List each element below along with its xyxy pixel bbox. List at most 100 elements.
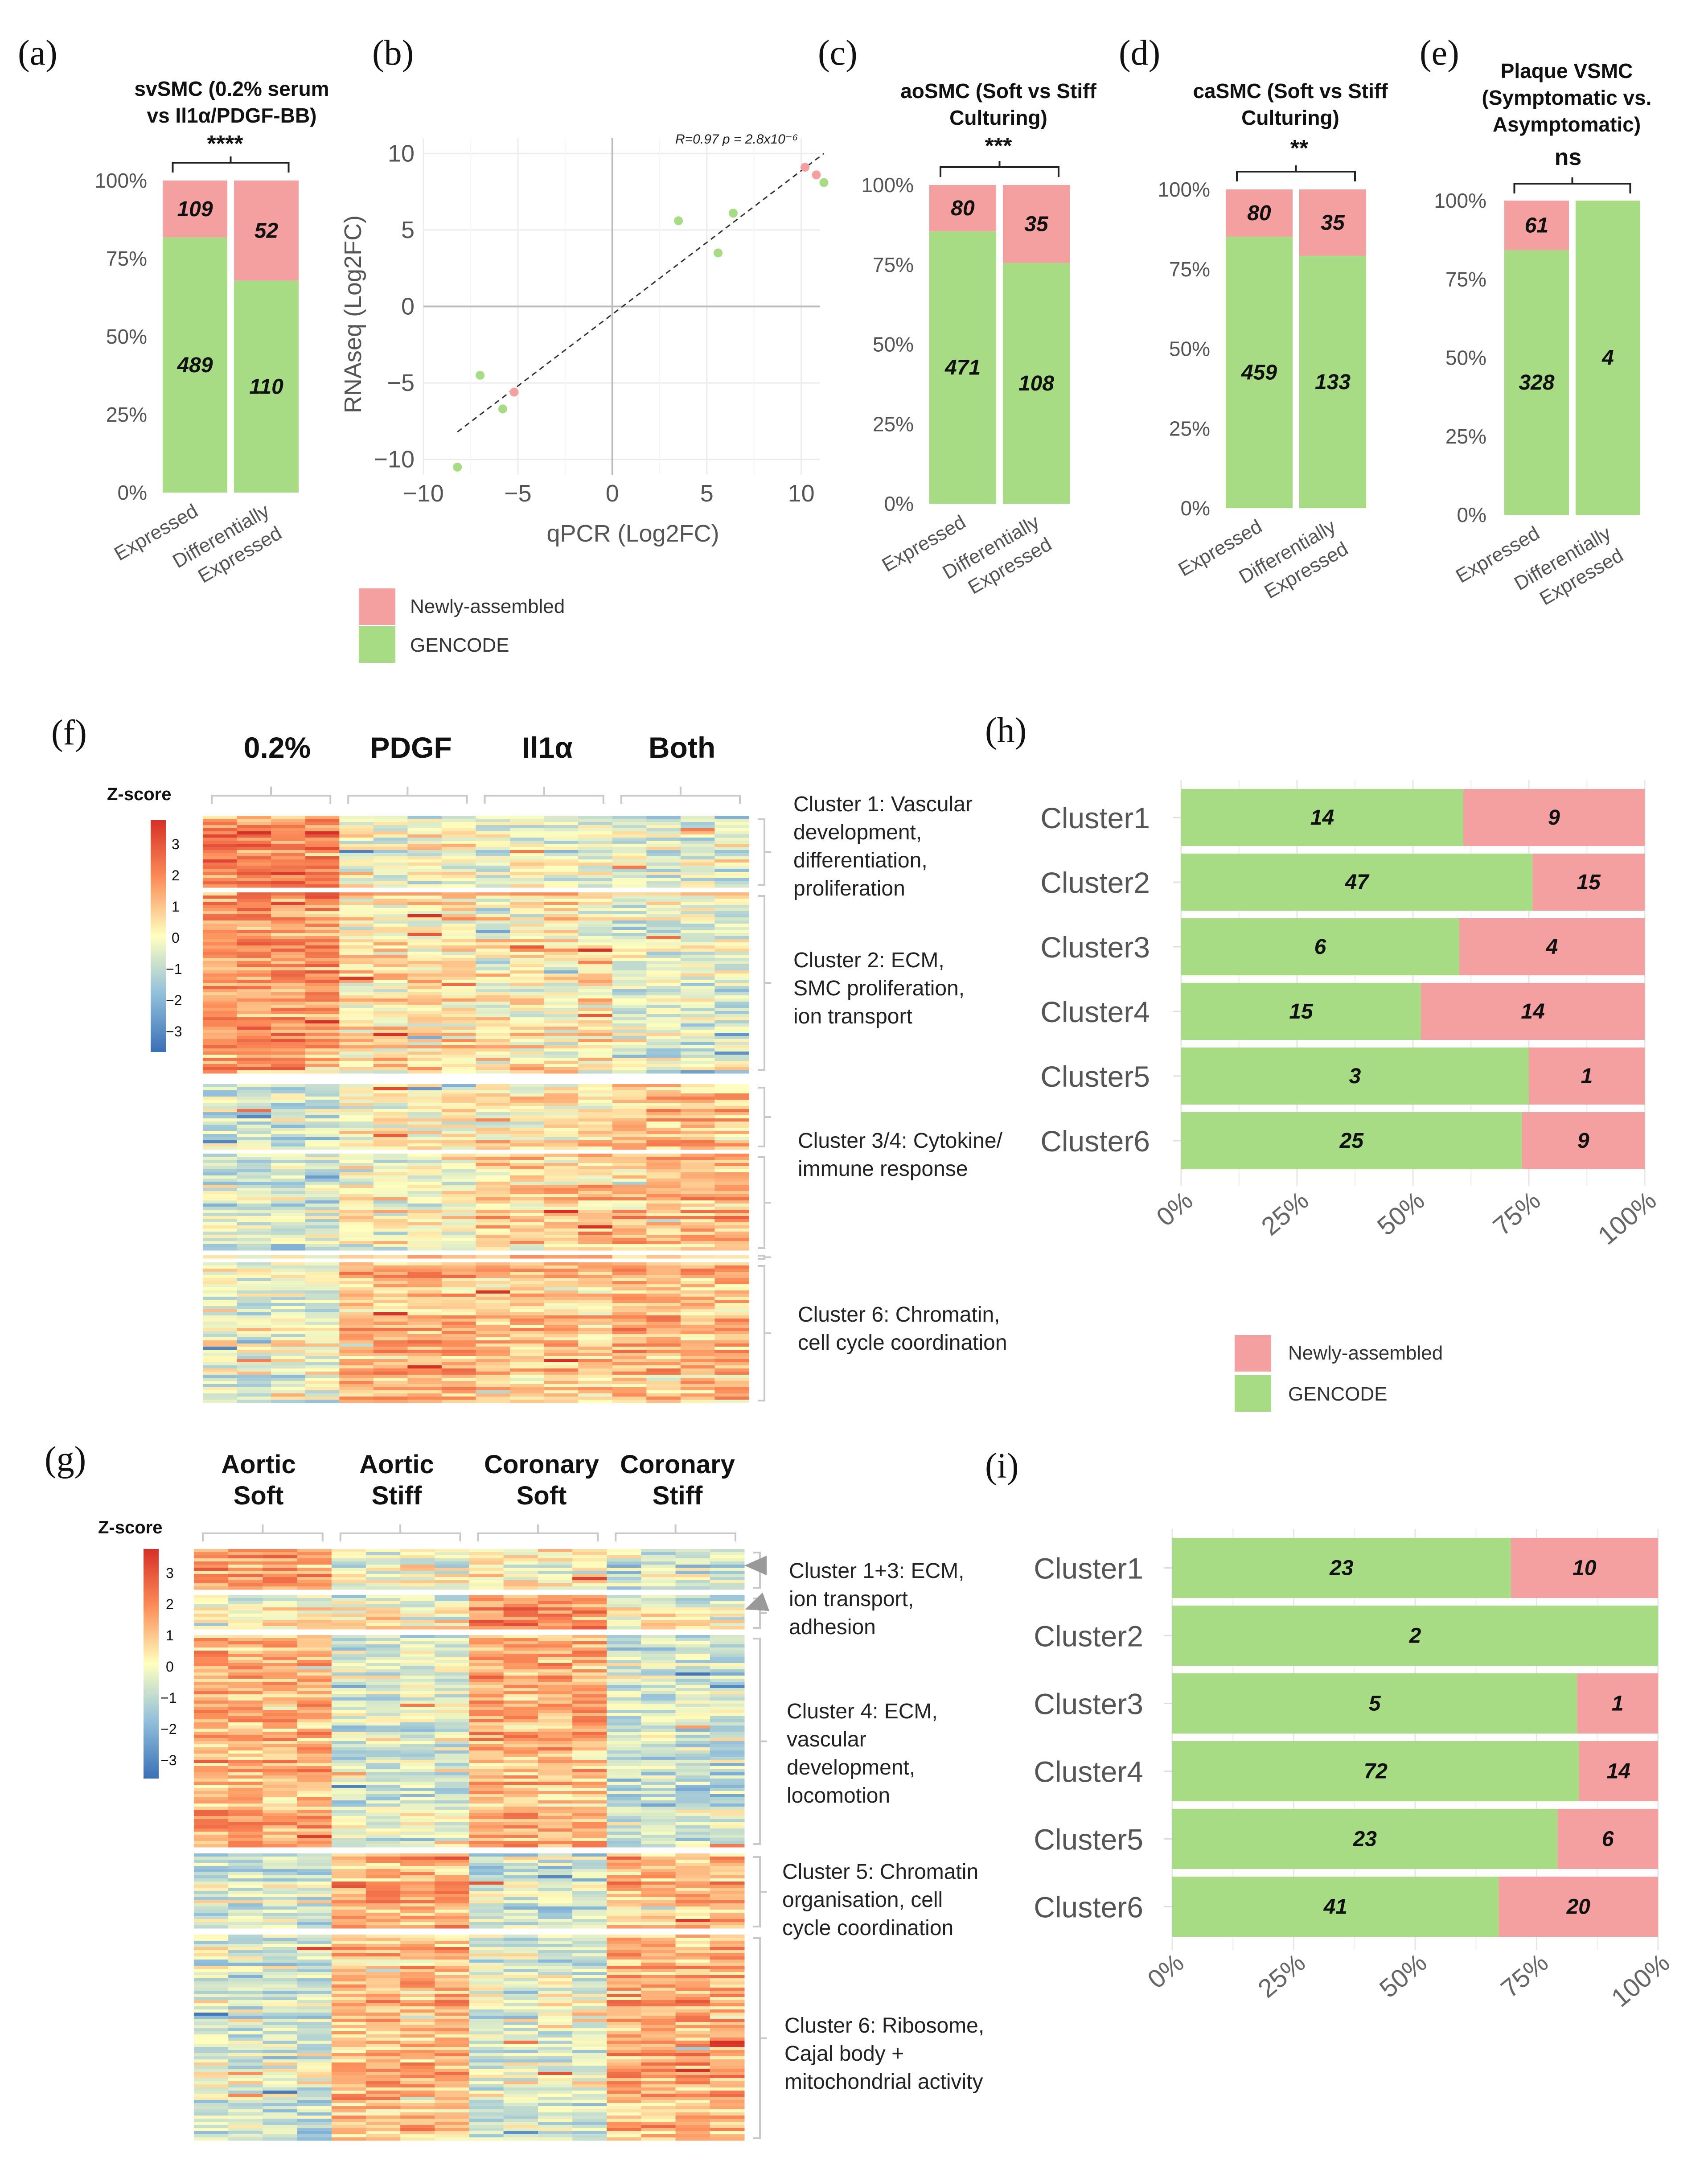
- heatmap-cell: [503, 1701, 538, 1704]
- heatmap-cell: [339, 1128, 374, 1131]
- heatmap-cell: [203, 933, 238, 937]
- heatmap-cell: [203, 1143, 238, 1147]
- panel-d-significance: **: [1290, 136, 1309, 161]
- heatmap-cell: [331, 1558, 366, 1562]
- heatmap-cell: [203, 1368, 238, 1372]
- heatmap-cell: [476, 902, 510, 905]
- heatmap-cell: [203, 1109, 238, 1113]
- heatmap-cell: [538, 1810, 573, 1813]
- heatmap-cell: [578, 1309, 613, 1313]
- heatmap-cell: [612, 841, 647, 844]
- heatmap-cell: [203, 936, 238, 940]
- scatter-point: [714, 248, 723, 258]
- heatmap-cell: [435, 1750, 469, 1754]
- heatmap-cell: [469, 1688, 504, 1692]
- heatmap-cell: [203, 1275, 238, 1278]
- heatmap-cell: [271, 1356, 306, 1360]
- heatmap-cell: [339, 920, 374, 924]
- heatmap-cell: [365, 1672, 401, 1676]
- heatmap-cell: [194, 1878, 229, 1882]
- heatmap-cell: [646, 1042, 681, 1046]
- heatmap-cell: [271, 1244, 306, 1248]
- y-tick-label: 0%: [1457, 503, 1486, 526]
- heatmap-cell: [646, 1219, 681, 1223]
- heatmap-cell: [373, 816, 408, 819]
- heatmap-cell: [331, 1638, 366, 1642]
- heatmap-cell: [400, 1744, 435, 1748]
- heatmap-cell: [305, 1140, 340, 1144]
- heatmap-cell: [271, 1061, 306, 1064]
- heatmap-cell: [544, 1309, 579, 1313]
- heatmap-cell: [203, 1219, 238, 1223]
- heatmap-cell: [578, 992, 613, 996]
- heatmap-cell: [538, 1835, 573, 1838]
- heatmap-cell: [194, 1738, 229, 1742]
- panel-letter-d: (d): [1119, 33, 1160, 73]
- heatmap-cell: [441, 1306, 476, 1310]
- heatmap-cell: [714, 1143, 749, 1147]
- heatmap-cell: [441, 1300, 476, 1303]
- heatmap-cell: [305, 1222, 340, 1226]
- heatmap-cell: [194, 1841, 229, 1845]
- heatmap-cell: [365, 1657, 401, 1660]
- heatmap-cell: [271, 850, 306, 854]
- heatmap-cell: [680, 1154, 715, 1157]
- heatmap-cell: [305, 1122, 340, 1125]
- heatmap-cell: [271, 1294, 306, 1297]
- heatmap-cell: [572, 1669, 607, 1673]
- heatmap-cell: [510, 970, 545, 974]
- heatmap-cell: [578, 1241, 613, 1245]
- heatmap-cell: [714, 1222, 749, 1226]
- heatmap-cell: [435, 1647, 469, 1651]
- heatmap-cell: [271, 1325, 306, 1328]
- heatmap-cell: [469, 1682, 504, 1685]
- heatmap-cell: [641, 1788, 676, 1791]
- heatmap-cell: [578, 958, 613, 961]
- heatmap-cell: [271, 838, 306, 841]
- heatmap-cell: [538, 1757, 573, 1760]
- heatmap-cell: [331, 1552, 366, 1556]
- heatmap-cell: [612, 1160, 647, 1163]
- heatmap-cell: [646, 844, 681, 847]
- heatmap-cell: [510, 1284, 545, 1288]
- heatmap-cell: [339, 1064, 374, 1068]
- heatmap-cell: [714, 1238, 749, 1241]
- heatmap-cell: [710, 1888, 745, 1891]
- heatmap-cell: [680, 1290, 715, 1294]
- heatmap-cell: [373, 1011, 408, 1015]
- heatmap-cell: [373, 1185, 408, 1188]
- heatmap-cell: [441, 1027, 476, 1030]
- heatmap-cell: [510, 831, 545, 835]
- heatmap-cell: [228, 1894, 263, 1898]
- heatmap-cell: [373, 1058, 408, 1061]
- heatmap-cell: [271, 1284, 306, 1288]
- heatmap-cell: [305, 1070, 340, 1074]
- heatmap-cell: [373, 1400, 408, 1403]
- heatmap-cell: [680, 977, 715, 980]
- heatmap-cell: [194, 1763, 229, 1767]
- heatmap-cell: [503, 1682, 538, 1685]
- heatmap-cell: [263, 1657, 298, 1660]
- heatmap-cell: [339, 936, 374, 940]
- heatmap-cell: [194, 1804, 229, 1807]
- heatmap-cell: [203, 1185, 238, 1188]
- heatmap-cell: [228, 1679, 263, 1682]
- heatmap-cell: [641, 1825, 676, 1829]
- heatmap-cell: [469, 1822, 504, 1826]
- heatmap-cell: [510, 1213, 545, 1216]
- heatmap-cell: [646, 1294, 681, 1297]
- heatmap-cell: [271, 936, 306, 940]
- heatmap-cell: [271, 914, 306, 918]
- heatmap-cell: [263, 1713, 298, 1717]
- heatmap-cell: [365, 1654, 401, 1657]
- heatmap-cell: [237, 1356, 271, 1360]
- heatmap-cell: [203, 1294, 238, 1297]
- heatmap-cell: [675, 1910, 710, 1913]
- heatmap-cell: [646, 875, 681, 879]
- heatmap-cell: [305, 1008, 340, 1011]
- heatmap-cell: [228, 1785, 263, 1788]
- heatmap-cell: [578, 1222, 613, 1226]
- heatmap-cell: [469, 1552, 504, 1556]
- heatmap-cell: [510, 964, 545, 968]
- heatmap-cell: [607, 1766, 641, 1770]
